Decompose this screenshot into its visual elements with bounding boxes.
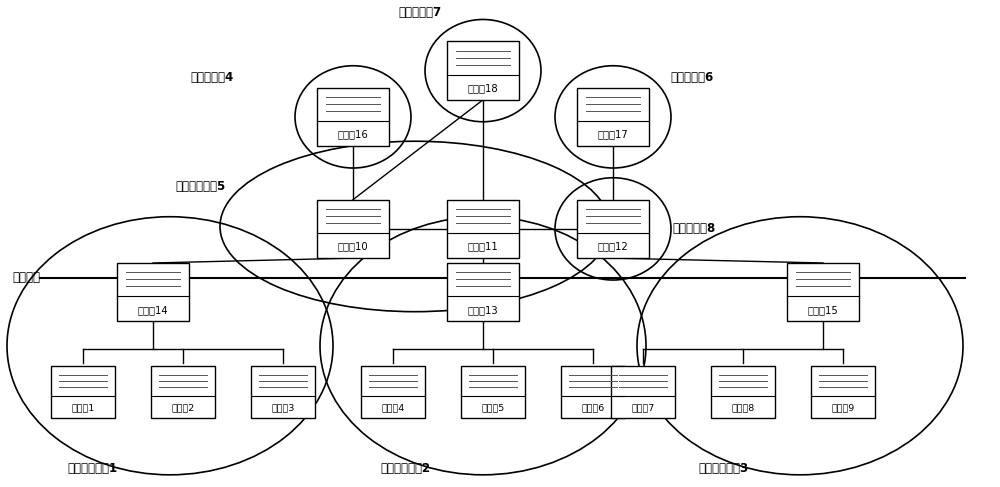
Bar [447,41,519,100]
Text: 电池箱14: 电池箱14 [138,305,168,315]
Text: 电池箱1: 电池箱1 [71,403,95,412]
Text: 电池箱11: 电池箱11 [468,242,498,251]
Text: 电池箱13: 电池箱13 [468,305,498,315]
Text: 电池箱5: 电池箱5 [481,403,505,412]
Bar [447,263,519,321]
Text: 电池箱10: 电池箱10 [338,242,368,251]
Bar [461,366,525,418]
Text: 电池箱17: 电池箱17 [598,130,628,139]
Text: 电池箱7: 电池箱7 [631,403,655,412]
Text: 电池箱15: 电池箱15 [808,305,838,315]
Text: 单连接分区8: 单连接分区8 [672,223,715,235]
Bar [151,366,215,418]
Text: 单节点分区6: 单节点分区6 [670,72,713,84]
Bar [577,200,649,258]
Bar [51,366,115,418]
Text: 电池箱3: 电池箱3 [271,403,295,412]
Text: 电池箱6: 电池箱6 [581,403,605,412]
Text: 最大辐射分区5: 最大辐射分区5 [175,180,225,192]
Text: 单节点分区4: 单节点分区4 [190,72,233,84]
Bar [251,366,315,418]
Text: 最大辐射分区2: 最大辐射分区2 [380,462,430,475]
Bar [611,366,675,418]
Text: 电池箱12: 电池箱12 [598,242,628,251]
Text: 电池箱4: 电池箱4 [381,403,405,412]
Bar [787,263,859,321]
Bar [561,366,625,418]
Bar [447,200,519,258]
Text: 电池箱2: 电池箱2 [171,403,195,412]
Text: 电池箱18: 电池箱18 [468,83,498,93]
Bar [811,366,875,418]
Text: 电池箱8: 电池箱8 [731,403,755,412]
Bar [711,366,775,418]
Bar [577,88,649,146]
Text: 电池箱16: 电池箱16 [338,130,368,139]
Text: 电池箱9: 电池箱9 [831,403,855,412]
Text: 单节点分区7: 单节点分区7 [398,6,442,19]
Bar [117,263,189,321]
Text: 最大辐射分区3: 最大辐射分区3 [698,462,748,475]
Bar [317,200,389,258]
Text: 公共母线: 公共母线 [12,271,40,284]
Text: 最大辐射分区1: 最大辐射分区1 [67,462,117,475]
Bar [317,88,389,146]
Bar [361,366,425,418]
